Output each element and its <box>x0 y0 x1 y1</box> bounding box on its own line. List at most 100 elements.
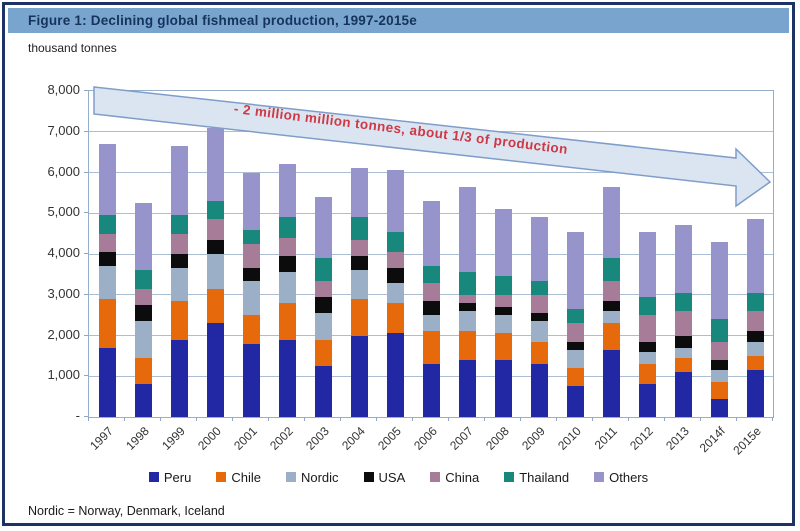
bar-segment-china-2009 <box>530 294 548 314</box>
bar-segment-chile-2010 <box>566 368 584 387</box>
gridline <box>89 172 773 173</box>
bar-segment-usa-2008 <box>494 306 512 316</box>
bar-segment-chile-2005 <box>386 302 404 334</box>
legend-swatch-icon <box>285 472 296 482</box>
bar-segment-nordic-2007 <box>458 311 476 332</box>
bar-segment-nordic-2002 <box>278 272 296 303</box>
bar-segment-peru-2011 <box>602 349 620 417</box>
bar-segment-chile-2013 <box>674 357 692 373</box>
y-tick-label: 8,000 <box>47 82 80 97</box>
legend-label: Peru <box>163 469 192 485</box>
x-tick-mark <box>340 417 341 421</box>
bar-segment-usa-1999 <box>170 254 188 269</box>
x-tick-mark <box>160 417 161 421</box>
x-tick-label-2015e: 2015e <box>730 424 764 458</box>
bar-segment-peru-2013 <box>674 372 692 417</box>
legend-swatch-icon <box>594 472 605 482</box>
bar-segment-china-2012 <box>638 315 656 342</box>
bar-segment-usa-2006 <box>422 300 440 316</box>
legend-item-usa: USA <box>363 470 405 485</box>
bar-segment-chile-2006 <box>422 331 440 365</box>
y-tick-mark <box>84 416 88 417</box>
x-tick-mark <box>772 417 773 421</box>
bar-segment-peru-2008 <box>494 359 512 417</box>
bar-segment-thailand-2014f <box>710 319 728 342</box>
bar-segment-thailand-2003 <box>314 258 332 281</box>
bar-segment-nordic-1999 <box>170 268 188 301</box>
y-tick-label: - <box>75 408 80 423</box>
x-tick-label-2012: 2012 <box>627 424 656 453</box>
bar-segment-chile-2004 <box>350 298 368 336</box>
bar-segment-usa-2003 <box>314 296 332 314</box>
bar-segment-china-2001 <box>242 243 260 269</box>
y-tick-mark <box>84 212 88 214</box>
bar-segment-nordic-2015e <box>746 341 764 356</box>
bar-segment-chile-2003 <box>314 339 332 367</box>
x-tick-mark <box>664 417 665 421</box>
bar-segment-nordic-2013 <box>674 347 692 358</box>
bar-segment-others-2004 <box>350 168 368 218</box>
bar-segment-usa-2013 <box>674 335 692 348</box>
chart-legend: Peru Chile Nordic USA China Thailand Others <box>5 468 792 486</box>
x-tick-mark <box>448 417 449 421</box>
bar-segment-china-2014f <box>710 341 728 360</box>
bar-segment-china-2010 <box>566 323 584 342</box>
bar-segment-nordic-2008 <box>494 315 512 334</box>
bar-segment-chile-1999 <box>170 300 188 340</box>
bar-segment-nordic-1998 <box>134 321 152 358</box>
bar-segment-others-2007 <box>458 186 476 273</box>
bar-segment-china-2007 <box>458 294 476 303</box>
figure-frame: Figure 1: Declining global fishmeal prod… <box>2 2 795 526</box>
x-tick-label-2009: 2009 <box>519 424 548 453</box>
x-tick-label-2008: 2008 <box>483 424 512 453</box>
bar-segment-others-2006 <box>422 201 440 267</box>
bar-segment-others-2010 <box>566 231 584 310</box>
bar-segment-others-2009 <box>530 217 548 281</box>
x-tick-label-2005: 2005 <box>375 424 404 453</box>
x-tick-label-2007: 2007 <box>447 424 476 453</box>
x-tick-mark <box>88 417 89 421</box>
bar-segment-thailand-2011 <box>602 258 620 281</box>
bar-segment-peru-1999 <box>170 339 188 417</box>
x-tick-mark <box>232 417 233 421</box>
bar-segment-nordic-2012 <box>638 351 656 365</box>
bar-segment-nordic-2005 <box>386 282 404 303</box>
bar-segment-china-1998 <box>134 288 152 305</box>
bar-segment-nordic-1997 <box>98 266 116 299</box>
bar-segment-usa-2000 <box>206 239 224 254</box>
bar-segment-peru-2014f <box>710 398 728 417</box>
bar-segment-usa-2004 <box>350 256 368 271</box>
bar-segment-peru-2009 <box>530 364 548 417</box>
bar-segment-thailand-1997 <box>98 215 116 234</box>
x-tick-mark <box>268 417 269 421</box>
bar-segment-others-1998 <box>134 203 152 271</box>
y-tick-mark <box>84 253 88 254</box>
bar-segment-thailand-2001 <box>242 229 260 244</box>
bar-segment-others-2000 <box>206 127 224 202</box>
bar-segment-chile-1997 <box>98 298 116 348</box>
legend-swatch-icon <box>216 472 227 482</box>
bar-segment-china-1999 <box>170 233 188 254</box>
bar-segment-china-2006 <box>422 282 440 301</box>
x-tick-label-2001: 2001 <box>231 424 260 453</box>
bar-segment-thailand-2000 <box>206 201 224 220</box>
bar-segment-usa-2005 <box>386 268 404 283</box>
bar-segment-others-2014f <box>710 241 728 320</box>
y-axis-units-label: thousand tonnes <box>28 41 117 55</box>
x-tick-mark <box>484 417 485 421</box>
y-tick-mark <box>84 334 88 336</box>
bar-segment-china-2004 <box>350 239 368 257</box>
bar-segment-chile-2012 <box>638 364 656 385</box>
bar-segment-thailand-1998 <box>134 270 152 289</box>
y-tick-label: 2,000 <box>47 326 80 342</box>
bar-segment-nordic-2011 <box>602 311 620 324</box>
x-tick-label-2014f: 2014f <box>696 424 728 456</box>
bar-segment-usa-2014f <box>710 359 728 371</box>
figure-title-bar: Figure 1: Declining global fishmeal prod… <box>8 8 789 33</box>
x-tick-label-2010: 2010 <box>555 424 584 453</box>
bar-segment-chile-1998 <box>134 357 152 385</box>
bar-segment-nordic-2014f <box>710 370 728 383</box>
y-tick-label: 5,000 <box>47 204 80 220</box>
legend-label: China <box>445 469 480 485</box>
bar-segment-peru-2010 <box>566 386 584 417</box>
